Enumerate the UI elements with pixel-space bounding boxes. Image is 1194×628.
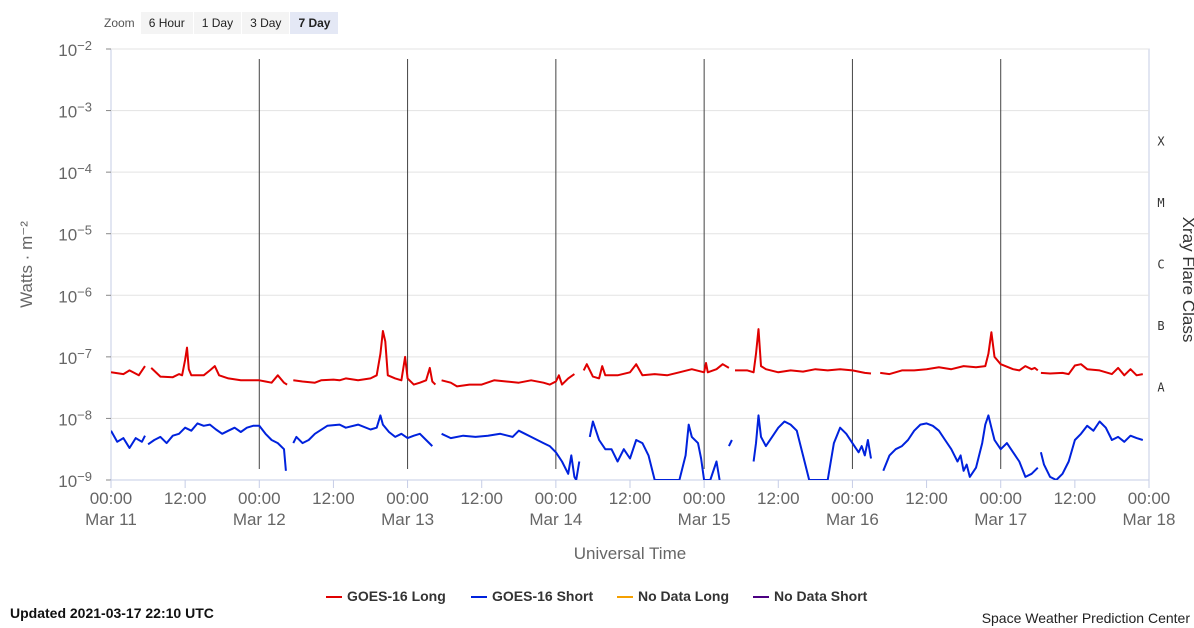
series-line-goes-16-short <box>728 439 733 447</box>
x-tick-time-label: 00:00 <box>238 489 281 508</box>
y-tick-label: 10−8 <box>58 407 92 429</box>
x-tick-time-label: 00:00 <box>683 489 726 508</box>
flare-class-label: M <box>1157 196 1164 210</box>
zoom-3-day-button[interactable]: 3 Day <box>242 12 290 34</box>
y-tick-label: 10−4 <box>58 161 92 183</box>
y-tick-label: 10−5 <box>58 223 92 245</box>
zoom-label: Zoom <box>104 16 135 30</box>
legend-item-label: GOES-16 Long <box>347 588 446 604</box>
series-line-goes-16-short <box>752 414 872 480</box>
series-line-goes-16-long <box>735 328 872 375</box>
flare-class-label: X <box>1157 134 1165 148</box>
series-line-goes-16-long <box>582 362 730 380</box>
zoom-7-day-button[interactable]: 7 Day <box>290 12 339 34</box>
flare-class-label: B <box>1157 319 1164 333</box>
x-tick-time-label: 00:00 <box>386 489 429 508</box>
series-line-goes-16-short <box>441 429 581 480</box>
flare-class-label: A <box>1157 381 1165 395</box>
x-tick-time-label: 12:00 <box>1054 489 1097 508</box>
flare-class-label: C <box>1157 258 1164 272</box>
flare-class-axis-title: Xray Flare Class <box>1179 217 1194 343</box>
x-tick-date-label: Mar 16 <box>826 510 879 529</box>
x-tick-date-label: Mar 18 <box>1123 510 1176 529</box>
series-line-goes-16-long <box>111 365 146 377</box>
series-line-goes-16-long <box>441 373 575 388</box>
x-tick-date-label: Mar 11 <box>85 510 137 529</box>
x-tick-time-label: 12:00 <box>905 489 948 508</box>
x-tick-time-label: 12:00 <box>609 489 652 508</box>
x-tick-date-label: Mar 14 <box>529 510 582 529</box>
series-line-goes-16-long <box>1040 363 1143 377</box>
x-tick-date-label: Mar 17 <box>974 510 1027 529</box>
y-tick-label: 10−3 <box>58 100 92 122</box>
series-line-goes-16-short <box>147 422 287 471</box>
legend-item-label: No Data Long <box>638 588 729 604</box>
x-tick-date-label: Mar 13 <box>381 510 434 529</box>
series-line-goes-16-short <box>292 414 434 447</box>
credit-text: Space Weather Prediction Center <box>981 610 1190 626</box>
series-line-goes-16-short <box>882 414 1039 478</box>
x-tick-time-label: 12:00 <box>312 489 355 508</box>
x-tick-time-label: 00:00 <box>831 489 874 508</box>
series-line-goes-16-short <box>111 430 146 449</box>
series-line-goes-16-long <box>293 330 437 386</box>
legend-item-label: No Data Short <box>774 588 868 604</box>
series-line-goes-16-long <box>880 331 1039 376</box>
zoom-1-day-button[interactable]: 1 Day <box>193 12 242 34</box>
y-axis-title: Watts · m⁻² <box>17 221 36 308</box>
series-line-goes-16-short <box>588 420 721 480</box>
zoom-bar: Zoom 6 Hour 1 Day 3 Day 7 Day <box>104 11 339 35</box>
y-tick-label: 10−9 <box>58 469 92 491</box>
plot-area <box>110 48 1150 481</box>
y-tick-label: 10−6 <box>58 284 92 306</box>
x-tick-time-label: 12:00 <box>164 489 207 508</box>
series-line-goes-16-long <box>150 346 288 386</box>
x-tick-time-label: 12:00 <box>757 489 800 508</box>
x-tick-time-label: 00:00 <box>979 489 1022 508</box>
zoom-6-hour-button[interactable]: 6 Hour <box>140 12 193 34</box>
y-tick-label: 10−7 <box>58 346 92 368</box>
x-tick-date-label: Mar 15 <box>678 510 731 529</box>
x-tick-time-label: 12:00 <box>460 489 503 508</box>
series-line-goes-16-short <box>1039 420 1144 480</box>
x-tick-time-label: 00:00 <box>90 489 133 508</box>
y-tick-label: 10−2 <box>58 38 92 60</box>
legend-item-label: GOES-16 Short <box>492 588 593 604</box>
updated-timestamp: Updated 2021-03-17 22:10 UTC <box>10 605 214 621</box>
x-tick-time-label: 00:00 <box>535 489 578 508</box>
x-tick-time-label: 00:00 <box>1128 489 1171 508</box>
x-axis-title: Universal Time <box>574 544 686 563</box>
x-tick-date-label: Mar 12 <box>233 510 286 529</box>
